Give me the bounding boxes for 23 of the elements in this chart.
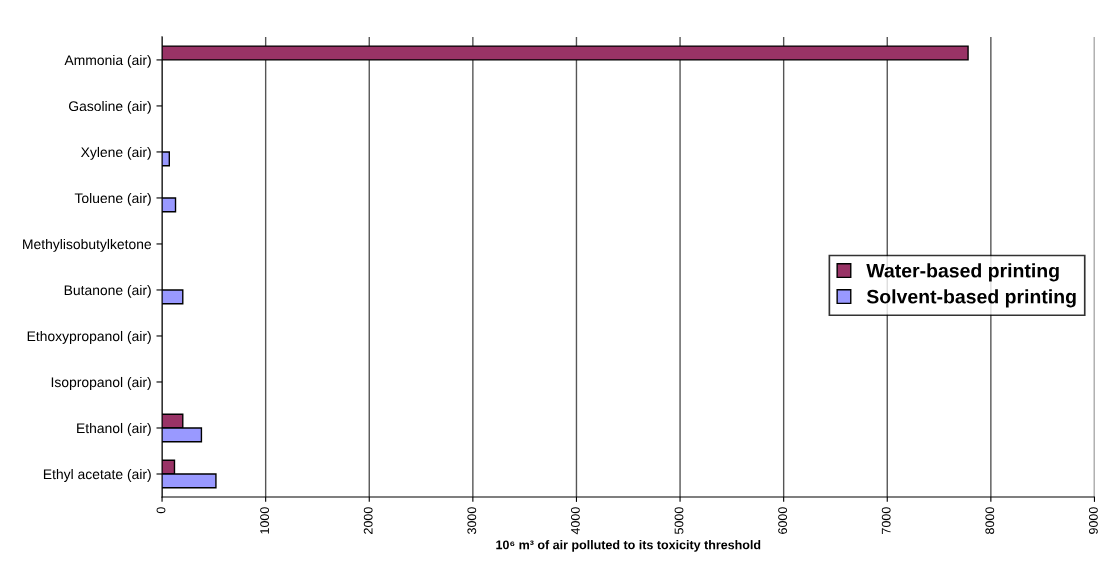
y-tick-label: Ethoxypropanol (air) bbox=[27, 330, 151, 344]
y-tick-label: Xylene (air) bbox=[80, 146, 151, 160]
x-tick-label: 3000 bbox=[467, 507, 477, 535]
x-tick-label: 4000 bbox=[570, 507, 580, 535]
x-tick-label: 8000 bbox=[985, 507, 995, 534]
legend-label: Solvent-based printing bbox=[866, 289, 1076, 308]
y-tick-label: Methylisobutylketone bbox=[23, 238, 152, 252]
x-tick-label: 5000 bbox=[674, 507, 684, 535]
legend-label: Water-based printing bbox=[866, 263, 1059, 282]
x-axis-title: 10⁶ m³ of air polluted to its toxicity threshold bbox=[496, 540, 761, 552]
x-tick-label: 7000 bbox=[881, 507, 891, 534]
y-tick-label: Ethyl acetate (air) bbox=[43, 468, 151, 482]
x-tick-label: 1000 bbox=[260, 507, 270, 534]
y-tick-label: Isopropanol (air) bbox=[51, 376, 151, 390]
y-tick-label: Ethanol (air) bbox=[77, 422, 151, 436]
y-tick-label: Butanone (air) bbox=[64, 284, 151, 298]
y-tick-label: Toluene (air) bbox=[74, 192, 151, 206]
y-tick-label: Ammonia (air) bbox=[64, 54, 151, 68]
x-tick-label: 9000 bbox=[1088, 507, 1098, 534]
x-tick-label: 6000 bbox=[778, 507, 788, 534]
x-tick-label: 2000 bbox=[363, 507, 373, 534]
y-tick-label: Gasoline (air) bbox=[68, 100, 151, 114]
x-tick-label: 0 bbox=[156, 507, 166, 514]
